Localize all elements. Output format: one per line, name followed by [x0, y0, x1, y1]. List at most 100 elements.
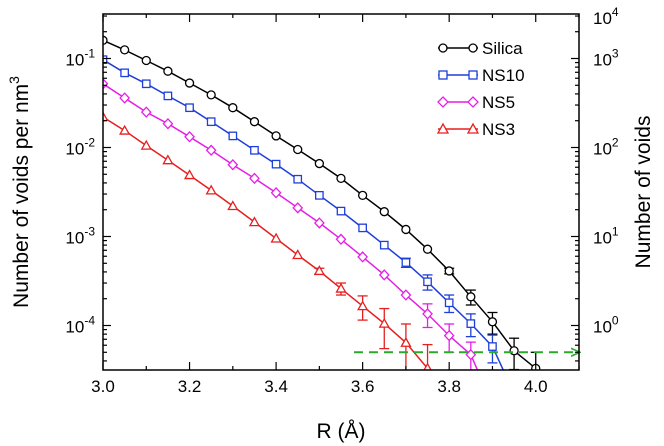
data-point-silica [141, 55, 151, 66]
y-right-tick-label: 100 [593, 314, 619, 337]
data-point-ns10 [379, 240, 389, 250]
data-point-ns3 [400, 336, 412, 347]
data-point-ns10 [185, 103, 194, 113]
data-point-ns10 [141, 79, 151, 89]
y-left-tick-label-base: 10 [65, 140, 84, 159]
ticks-layer: 3.0 3.2 3.4 3.6 3.8 4.010-110-210-310-4 100101… [65, 5, 619, 396]
data-point-ns10 [206, 117, 216, 127]
data-point-silica [119, 45, 130, 55]
data-point-silica [379, 207, 389, 217]
y-right-tick-label: 103 [593, 47, 619, 70]
data-point-silica [357, 190, 368, 200]
data-point-ns10 [293, 174, 303, 184]
data-point-ns5 [103, 78, 109, 90]
data-point-silica [228, 103, 238, 113]
data-point-silica [184, 78, 195, 88]
y-right-tick-label: 101 [593, 225, 619, 248]
y-axis-left-title-superscript: 3 [6, 76, 22, 84]
legend-marker-ns5 [437, 96, 449, 108]
y-left-tick-label-exponent: -3 [84, 225, 95, 239]
y-left-tick-label-exponent: -4 [84, 314, 95, 328]
x-tick-label: 3.2 [178, 377, 202, 396]
x-tick-label: 3.6 [351, 377, 375, 396]
data-point-ns5 [422, 308, 433, 320]
y-axis-left-title-main: Number of voids per nm [10, 84, 33, 308]
y-right-tick-label-exponent: 4 [612, 5, 619, 19]
y-right-tick-label-base: 10 [593, 229, 612, 248]
data-point-ns3 [357, 300, 369, 311]
data-point-ns10 [488, 342, 497, 351]
y-right-tick-label-exponent: 2 [612, 136, 619, 150]
x-tick-label: 3.0 [91, 377, 115, 396]
plot-frame [102, 13, 580, 371]
data-point-ns3 [378, 317, 390, 328]
data-point-ns10 [228, 131, 238, 141]
legend-marker-ns3 [436, 122, 450, 134]
y-right-tick-label: 102 [593, 136, 619, 159]
data-point-ns5 [184, 131, 195, 143]
data-point-silica [401, 224, 411, 235]
data-point-silica [271, 131, 281, 141]
data-point-ns3 [270, 232, 282, 243]
data-point-ns5 [249, 172, 260, 185]
y-left-tick-label: 10-1 [65, 47, 95, 70]
data-point-ns3 [119, 124, 131, 135]
data-point-silica [336, 173, 346, 184]
data-point-ns3 [335, 282, 347, 293]
y-axis-right-title: Number of voids [632, 116, 655, 269]
data-point-ns10 [423, 277, 432, 287]
data-point-ns5 [205, 144, 217, 157]
data-point-ns3 [205, 184, 217, 195]
y-right-tick-label-base: 10 [593, 9, 612, 28]
data-point-ns10 [271, 159, 281, 169]
data-point-ns3 [140, 139, 152, 150]
y-left-tick-label-exponent: -1 [84, 47, 95, 61]
x-tick-label: 3.4 [264, 377, 288, 396]
y-right-tick-label-exponent: 1 [612, 225, 619, 239]
data-point-ns3 [183, 169, 196, 180]
data-point-ns3 [227, 200, 239, 211]
series-line-ns10 [103, 59, 505, 370]
data-point-ns10 [315, 190, 324, 200]
legend-marker-ns3-end [466, 122, 480, 134]
data-point-silica [314, 158, 325, 169]
data-point-ns5 [313, 217, 325, 229]
x-tick-label: 3.8 [437, 377, 461, 396]
y-left-tick-label-base: 10 [65, 51, 84, 70]
data-point-ns10 [250, 145, 259, 155]
data-point-ns10 [466, 319, 476, 328]
y-right-tick-label-exponent: 0 [612, 314, 619, 328]
series-layer [103, 35, 541, 370]
y-left-tick-label-base: 10 [65, 229, 84, 248]
legend-entry-ns3: NS3 [436, 120, 515, 139]
legend: Silica NS10 NS5 NS3 [436, 39, 525, 139]
data-point-silica [422, 244, 433, 254]
y-left-tick-label: 10-3 [65, 225, 95, 248]
data-point-ns3 [313, 265, 325, 276]
legend-label-ns5: NS5 [482, 93, 515, 112]
data-point-ns5 [378, 269, 390, 281]
data-point-ns10 [163, 91, 173, 101]
data-point-ns5 [335, 233, 347, 246]
data-point-ns3 [292, 249, 304, 260]
legend-entry-ns10: NS10 [438, 66, 525, 85]
y-right-tick-label-base: 10 [593, 318, 612, 337]
data-point-silica [466, 292, 476, 302]
x-axis-title: R (Å) [317, 420, 366, 443]
data-point-silica [249, 117, 260, 127]
data-point-silica [206, 90, 216, 100]
data-point-ns5 [400, 289, 412, 301]
data-point-silica [444, 266, 454, 276]
data-point-ns5 [119, 92, 131, 104]
series-line-ns3 [103, 116, 433, 370]
y-left-tick-label: 10-4 [65, 314, 95, 337]
legend-marker-ns5-end [467, 96, 479, 108]
data-point-ns10 [401, 258, 411, 267]
data-point-ns3 [162, 154, 174, 165]
data-point-ns5 [292, 202, 304, 214]
data-point-ns10 [120, 68, 129, 78]
data-point-ns3 [248, 216, 261, 227]
legend-label-silica: Silica [482, 39, 523, 58]
data-point-ns5 [270, 187, 282, 199]
